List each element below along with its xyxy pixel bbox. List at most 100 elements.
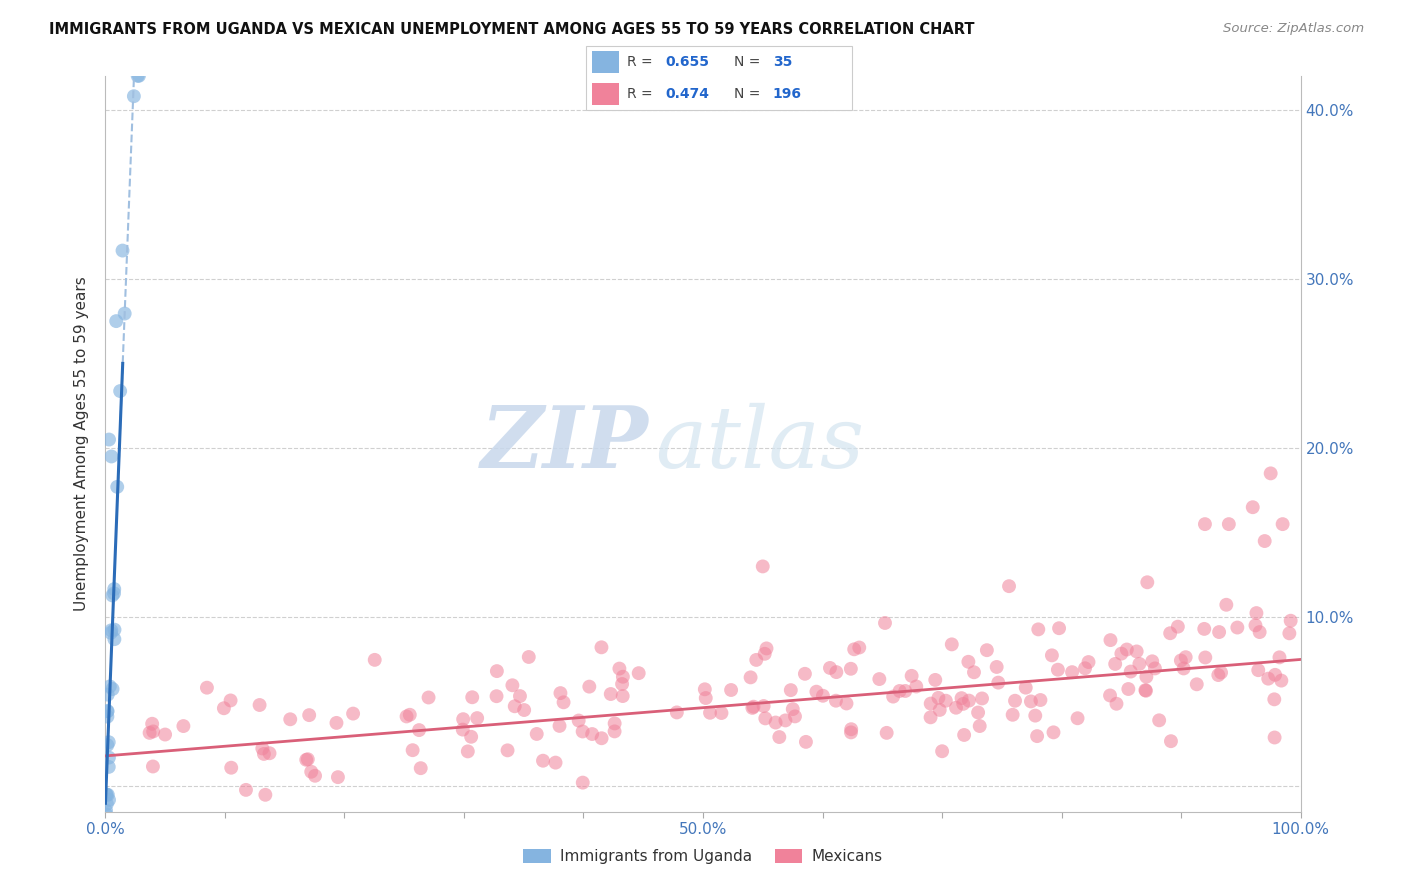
Point — [927, 690, 949, 705]
Point — [783, 709, 806, 723]
Point — [950, 691, 973, 706]
Point — [742, 699, 765, 714]
Point — [94, 804, 117, 818]
Point — [775, 714, 797, 728]
Point — [571, 775, 593, 789]
Point — [1066, 711, 1088, 725]
Point — [609, 662, 631, 676]
Point — [578, 680, 600, 694]
Point — [550, 686, 572, 700]
Point — [1128, 657, 1150, 671]
Point — [94, 807, 117, 822]
Point — [304, 769, 326, 783]
Point — [100, 450, 122, 464]
Point — [599, 687, 621, 701]
Point — [96, 788, 118, 802]
Point — [793, 666, 815, 681]
Point — [408, 723, 430, 737]
Text: 35: 35 — [773, 55, 792, 69]
Point — [465, 711, 488, 725]
Point — [1047, 621, 1070, 635]
Point — [963, 665, 986, 680]
Point — [259, 746, 281, 760]
Point — [103, 586, 125, 600]
Point — [299, 764, 322, 779]
Text: N =: N = — [734, 55, 765, 69]
Point — [1135, 683, 1157, 698]
Point — [409, 761, 432, 775]
Point — [1118, 681, 1140, 696]
Point — [754, 711, 776, 725]
Point — [794, 735, 817, 749]
Point — [754, 647, 776, 661]
Text: 0.474: 0.474 — [666, 87, 710, 101]
Point — [591, 640, 613, 655]
Point — [591, 731, 613, 746]
Point — [1015, 681, 1038, 695]
Text: IMMIGRANTS FROM UGANDA VS MEXICAN UNEMPLOYMENT AMONG AGES 55 TO 59 YEARS CORRELA: IMMIGRANTS FROM UGANDA VS MEXICAN UNEMPL… — [49, 22, 974, 37]
Point — [806, 684, 828, 698]
Point — [839, 662, 862, 676]
Point — [920, 697, 942, 711]
Text: ZIP: ZIP — [481, 402, 650, 485]
Point — [1115, 642, 1137, 657]
Point — [105, 314, 128, 328]
Point — [517, 650, 540, 665]
Point — [1263, 692, 1285, 706]
Point — [103, 623, 125, 637]
Point — [740, 670, 762, 684]
Point — [94, 788, 117, 802]
Point — [326, 770, 349, 784]
Point — [298, 708, 321, 723]
Point — [451, 723, 474, 737]
Point — [1247, 663, 1270, 677]
Point — [612, 670, 634, 684]
Point — [931, 744, 953, 758]
Point — [571, 724, 593, 739]
Point — [1119, 665, 1142, 679]
Point — [876, 726, 898, 740]
Point — [101, 681, 124, 696]
Point — [219, 761, 242, 775]
Point — [501, 678, 523, 692]
Point — [811, 689, 834, 703]
Point — [96, 704, 118, 718]
Point — [1226, 621, 1249, 635]
Point — [1246, 606, 1268, 620]
Point — [1147, 714, 1170, 728]
Point — [1271, 517, 1294, 532]
Point — [553, 695, 575, 709]
Point — [451, 712, 474, 726]
Point — [1029, 693, 1052, 707]
Point — [1004, 694, 1026, 708]
Point — [603, 716, 626, 731]
Point — [1105, 697, 1128, 711]
Point — [967, 706, 990, 720]
Point — [1074, 661, 1097, 675]
Point — [1062, 665, 1084, 680]
Point — [141, 716, 163, 731]
Point — [235, 783, 257, 797]
Point — [249, 698, 271, 712]
Point — [1111, 647, 1133, 661]
FancyBboxPatch shape — [592, 51, 619, 73]
Point — [1046, 663, 1069, 677]
Point — [254, 788, 277, 802]
Point — [710, 706, 733, 720]
Point — [108, 384, 131, 398]
Point — [1099, 689, 1122, 703]
Point — [935, 694, 957, 708]
Point — [142, 759, 165, 773]
Point — [894, 684, 917, 698]
Point — [496, 743, 519, 757]
FancyBboxPatch shape — [586, 45, 852, 111]
Point — [398, 707, 420, 722]
Point — [97, 688, 120, 702]
Point — [98, 433, 121, 447]
Point — [97, 735, 120, 749]
Point — [1264, 731, 1286, 745]
Point — [395, 709, 418, 723]
Point — [97, 750, 120, 764]
Point — [100, 625, 122, 640]
Point — [531, 754, 554, 768]
